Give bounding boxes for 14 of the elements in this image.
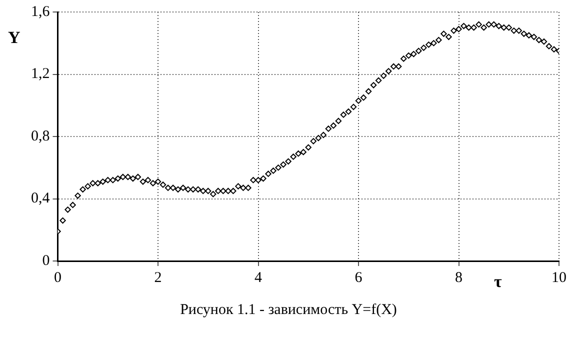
x-tick-label: 2: [154, 270, 162, 286]
x-tick-label: 0: [54, 270, 62, 286]
x-tick-label: 6: [354, 270, 363, 286]
y-tick-label: 1,6: [31, 4, 50, 20]
y-tick-label: 0,4: [31, 190, 50, 207]
x-tick-label: 8: [455, 270, 462, 286]
y-tick-label: 1,2: [31, 66, 50, 82]
x-tick-label: 4: [254, 270, 262, 286]
y-axis-title: Y: [8, 28, 20, 48]
text: Рисунок 1.1 - зависимость Y=f(X): [179, 302, 398, 319]
x-axis-title: τ: [494, 272, 502, 292]
x-tick-label: 10: [552, 270, 566, 286]
y-tick-label: 0,8: [31, 128, 50, 144]
y-tick-label: 0: [42, 252, 50, 269]
